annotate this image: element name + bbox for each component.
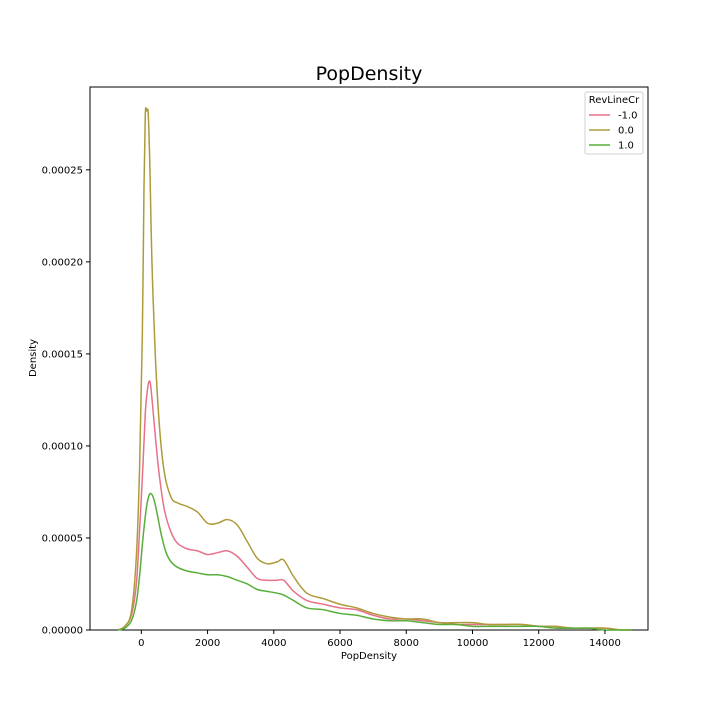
- x-tick-label: 0: [138, 638, 144, 649]
- x-axis: 0 2000 4000 6000 8000 10000 12000 14000: [138, 630, 621, 649]
- legend-entries: -1.0 0.0 1.0: [589, 111, 638, 152]
- y-tick-label: 0.00025: [42, 165, 83, 176]
- series-layer: [117, 107, 632, 631]
- series-line-1: [117, 107, 632, 631]
- y-axis-label: Density: [28, 339, 39, 377]
- y-tick-label: 0.00000: [42, 626, 83, 637]
- x-tick-label: 8000: [394, 638, 419, 649]
- series-line-2: [117, 492, 632, 631]
- y-tick-label: 0.00010: [42, 441, 83, 452]
- x-tick-label: 6000: [327, 638, 352, 649]
- x-tick-label: 12000: [523, 638, 555, 649]
- legend-label-0: -1.0: [618, 111, 638, 122]
- legend-box: [584, 91, 644, 155]
- x-tick-label: 10000: [457, 638, 489, 649]
- y-axis: 0.00000 0.00005 0.00010 0.00015 0.00020 0.000…: [42, 165, 90, 637]
- legend-label-1: 0.0: [618, 126, 634, 137]
- plot-area: [89, 86, 649, 631]
- y-tick-label: 0.00005: [42, 533, 83, 544]
- y-tick-label: 0.00020: [42, 257, 83, 268]
- legend-label-2: 1.0: [618, 141, 634, 152]
- x-tick-label: 14000: [589, 638, 621, 649]
- legend: RevLineCr -1.0 0.0 1.0: [584, 91, 644, 155]
- series-line-0: [117, 380, 632, 631]
- legend-title: RevLineCr: [589, 95, 640, 106]
- x-tick-label: 4000: [261, 638, 286, 649]
- y-tick-label: 0.00015: [42, 349, 83, 360]
- chart-title: PopDensity: [316, 63, 423, 85]
- x-axis-label: PopDensity: [341, 651, 397, 662]
- x-tick-label: 2000: [195, 638, 220, 649]
